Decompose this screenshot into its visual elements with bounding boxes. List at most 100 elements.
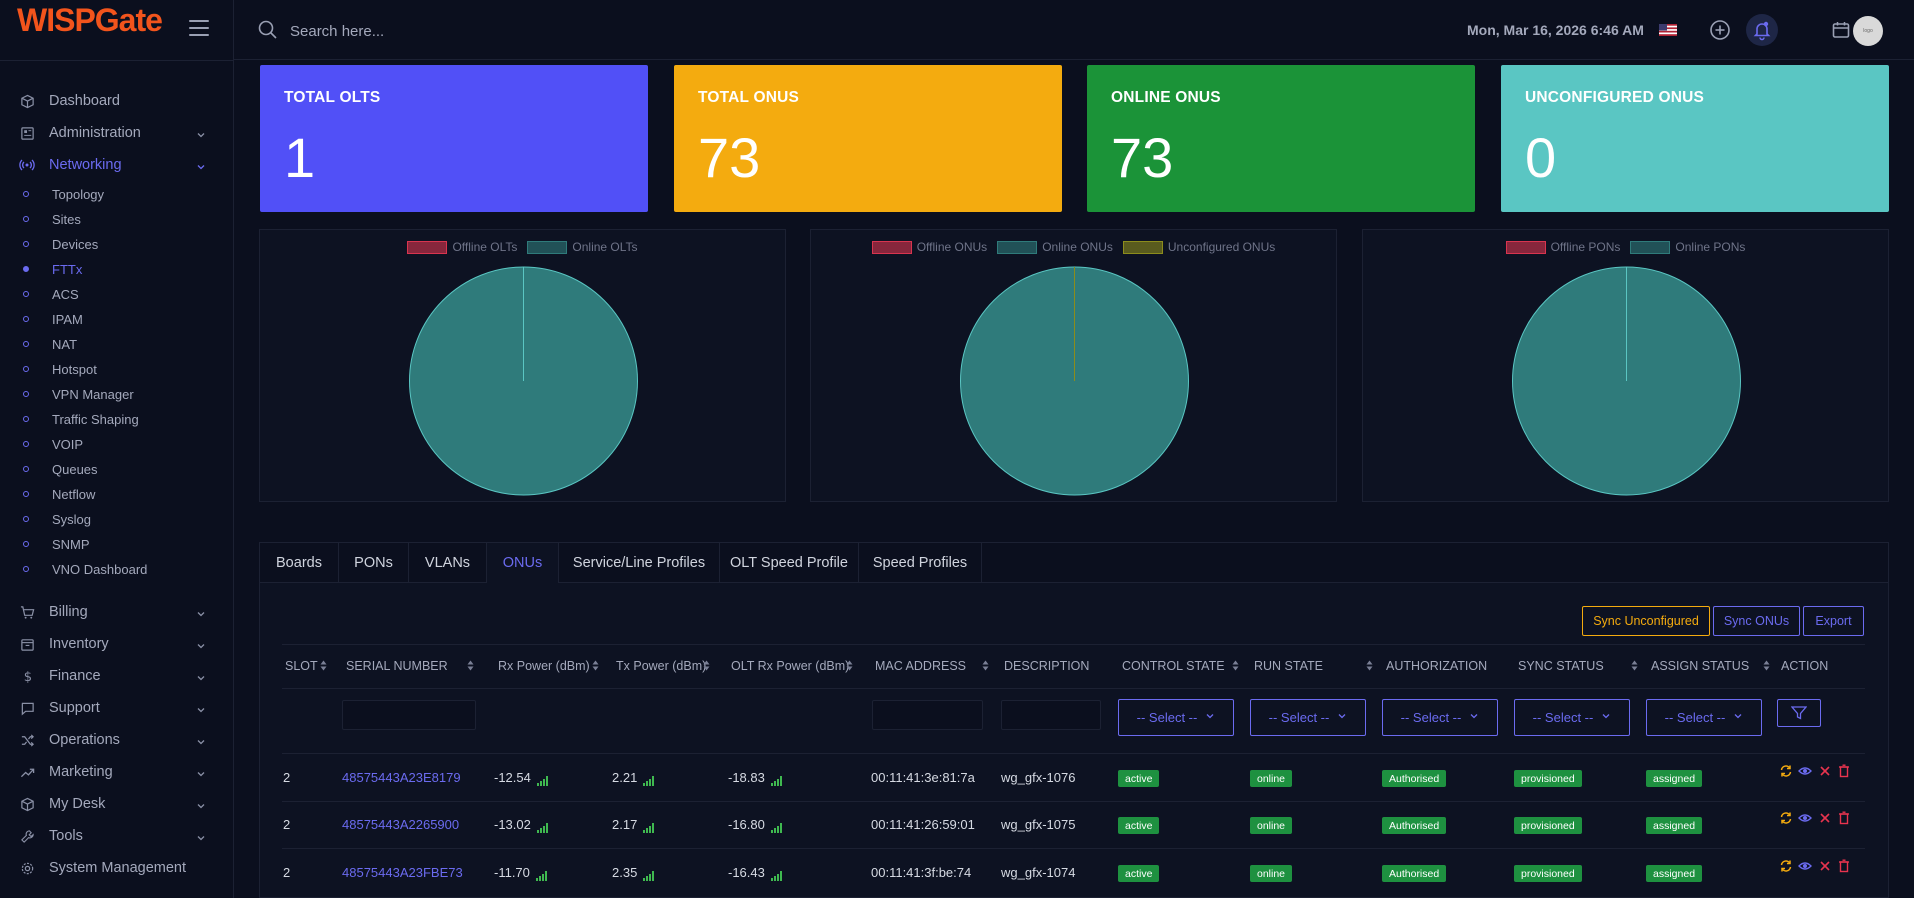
sync-unconfigured-button[interactable]: Sync Unconfigured: [1582, 606, 1710, 636]
tab-boards[interactable]: Boards: [260, 543, 339, 583]
sidebar-item-administration[interactable]: Administration: [0, 118, 234, 148]
trash-icon[interactable]: [1837, 859, 1851, 873]
sidebar-subitem-vpn-manager[interactable]: VPN Manager: [0, 383, 234, 405]
column-header[interactable]: Rx Power (dBm): [498, 659, 590, 673]
mac-filter-input[interactable]: [872, 700, 983, 730]
sort-icon[interactable]: [592, 660, 599, 674]
sort-icon[interactable]: [703, 660, 710, 674]
calendar-icon[interactable]: [1830, 19, 1852, 41]
column-header[interactable]: RUN STATE: [1254, 659, 1323, 673]
legend-item[interactable]: Offline ONUs: [871, 240, 987, 254]
sort-icon[interactable]: [1631, 660, 1638, 674]
sidebar-subitem-fttx[interactable]: FTTx: [0, 258, 234, 280]
column-header[interactable]: SERIAL NUMBER: [346, 659, 448, 673]
legend-item[interactable]: Online PONs: [1630, 240, 1745, 254]
sidebar-subitem-ipam[interactable]: IPAM: [0, 308, 234, 330]
sync-onus-button[interactable]: Sync ONUs: [1713, 606, 1800, 636]
sort-icon[interactable]: [1232, 660, 1239, 674]
close-icon[interactable]: [1818, 811, 1832, 825]
control-state-select[interactable]: -- Select --: [1118, 699, 1234, 736]
app-logo[interactable]: WISPGate: [17, 2, 163, 38]
sidebar-subitem-snmp[interactable]: SNMP: [0, 533, 234, 555]
legend-item[interactable]: Offline PONs: [1505, 240, 1620, 254]
sort-icon[interactable]: [982, 660, 989, 674]
serial-filter-input[interactable]: [342, 700, 476, 730]
avatar[interactable]: logo: [1853, 16, 1883, 46]
tab-speed-profiles[interactable]: Speed Profiles: [859, 543, 982, 583]
serial-number-link[interactable]: 48575443A23FBE73: [342, 865, 463, 880]
column-header[interactable]: CONTROL STATE: [1122, 659, 1225, 673]
sidebar-item-support[interactable]: Support: [0, 693, 234, 723]
sidebar-subitem-sites[interactable]: Sites: [0, 208, 234, 230]
sidebar-subitem-queues[interactable]: Queues: [0, 458, 234, 480]
sidebar-item-my-desk[interactable]: My Desk: [0, 789, 234, 819]
sidebar-subitem-nat[interactable]: NAT: [0, 333, 234, 355]
tab-pons[interactable]: PONs: [339, 543, 409, 583]
serial-number-link[interactable]: 48575443A2265900: [342, 817, 459, 832]
sidebar-subitem-hotspot[interactable]: Hotspot: [0, 358, 234, 380]
eye-icon[interactable]: [1798, 859, 1812, 873]
column-header[interactable]: ASSIGN STATUS: [1651, 659, 1749, 673]
authorization-select[interactable]: -- Select --: [1382, 699, 1498, 736]
notification-button[interactable]: [1746, 14, 1778, 46]
sort-icon[interactable]: [1763, 660, 1770, 674]
sidebar-subitem-syslog[interactable]: Syslog: [0, 508, 234, 530]
sidebar-subitem-netflow[interactable]: Netflow: [0, 483, 234, 505]
tab-olt-speed-profile[interactable]: OLT Speed Profile: [720, 543, 859, 583]
sidebar-item-operations[interactable]: Operations: [0, 725, 234, 755]
column-header[interactable]: Tx Power (dBm): [616, 659, 706, 673]
sidebar-subitem-topology[interactable]: Topology: [0, 183, 234, 205]
stat-card-unconfigured-onus[interactable]: UNCONFIGURED ONUS 0: [1501, 65, 1889, 212]
sidebar-subitem-voip[interactable]: VOIP: [0, 433, 234, 455]
sort-icon[interactable]: [846, 660, 853, 674]
stat-card-total-olts[interactable]: TOTAL OLTS 1: [260, 65, 648, 212]
assign-status-select[interactable]: -- Select --: [1646, 699, 1762, 736]
sidebar-item-tools[interactable]: Tools: [0, 821, 234, 851]
filter-button[interactable]: [1777, 699, 1821, 727]
column-header[interactable]: SLOT: [285, 659, 318, 673]
sidebar-item-finance[interactable]: $ Finance: [0, 661, 234, 691]
eye-icon[interactable]: [1798, 764, 1812, 778]
refresh-icon[interactable]: [1779, 859, 1793, 873]
sidebar-subitem-devices[interactable]: Devices: [0, 233, 234, 255]
refresh-icon[interactable]: [1779, 811, 1793, 825]
eye-icon[interactable]: [1798, 811, 1812, 825]
search-input[interactable]: [290, 18, 590, 44]
sidebar-item-networking[interactable]: Networking: [0, 150, 234, 180]
column-header[interactable]: MAC ADDRESS: [875, 659, 966, 673]
sort-icon[interactable]: [320, 660, 327, 674]
run-state-select[interactable]: -- Select --: [1250, 699, 1366, 736]
sidebar-item-inventory[interactable]: Inventory: [0, 629, 234, 659]
serial-number-link[interactable]: 48575443A23E8179: [342, 770, 461, 785]
sort-icon[interactable]: [467, 660, 474, 674]
sidebar-item-billing[interactable]: Billing: [0, 597, 234, 627]
trash-icon[interactable]: [1837, 811, 1851, 825]
close-icon[interactable]: [1818, 859, 1832, 873]
sidebar-subitem-acs[interactable]: ACS: [0, 283, 234, 305]
tab-onus[interactable]: ONUs: [487, 543, 559, 583]
search-icon[interactable]: [258, 20, 278, 40]
legend-item[interactable]: Online OLTs: [527, 240, 638, 254]
legend-item[interactable]: Unconfigured ONUs: [1122, 240, 1275, 254]
column-header[interactable]: SYNC STATUS: [1518, 659, 1604, 673]
close-icon[interactable]: [1818, 764, 1832, 778]
column-header[interactable]: OLT Rx Power (dBm): [731, 659, 849, 673]
sort-icon[interactable]: [1366, 660, 1373, 674]
menu-toggle-icon[interactable]: [189, 20, 209, 36]
sidebar-item-marketing[interactable]: Marketing: [0, 757, 234, 787]
legend-item[interactable]: Offline OLTs: [407, 240, 517, 254]
tab-service-line-profiles[interactable]: Service/Line Profiles: [559, 543, 720, 583]
add-circle-icon[interactable]: [1709, 19, 1731, 41]
sync-status-select[interactable]: -- Select --: [1514, 699, 1630, 736]
sidebar-subitem-vno-dashboard[interactable]: VNO Dashboard: [0, 558, 234, 580]
stat-card-total-onus[interactable]: TOTAL ONUS 73: [674, 65, 1062, 212]
us-flag-icon[interactable]: [1659, 24, 1677, 36]
description-filter-input[interactable]: [1001, 700, 1101, 730]
export-button[interactable]: Export: [1803, 606, 1864, 636]
legend-item[interactable]: Online ONUs: [997, 240, 1113, 254]
trash-icon[interactable]: [1837, 764, 1851, 778]
refresh-icon[interactable]: [1779, 764, 1793, 778]
bell-icon[interactable]: [1751, 19, 1773, 41]
tab-vlans[interactable]: VLANs: [409, 543, 487, 583]
sidebar-item-dashboard[interactable]: Dashboard: [0, 86, 234, 116]
